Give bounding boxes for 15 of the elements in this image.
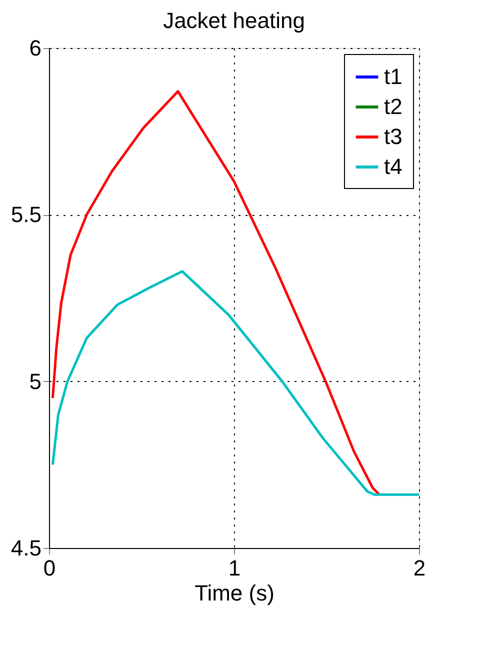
y-tick-label: 4.5 <box>10 536 42 560</box>
legend-label: t4 <box>384 154 402 179</box>
legend-label: t3 <box>384 124 402 149</box>
y-tick-label: 5.5 <box>10 202 42 228</box>
y-tick-label: 5 <box>29 368 42 394</box>
y-tick-label: 6 <box>29 36 42 60</box>
x-tick-label: 0 <box>43 556 56 580</box>
legend-label: t2 <box>384 94 402 119</box>
chart-title: Jacket heating <box>163 8 305 33</box>
x-axis-title: Time (s) <box>194 580 274 606</box>
line-series <box>51 270 420 496</box>
x-tick-label: 2 <box>413 556 426 580</box>
legend-label: t1 <box>384 64 402 89</box>
x-tick-label: 1 <box>228 556 241 580</box>
line-series <box>51 90 381 496</box>
